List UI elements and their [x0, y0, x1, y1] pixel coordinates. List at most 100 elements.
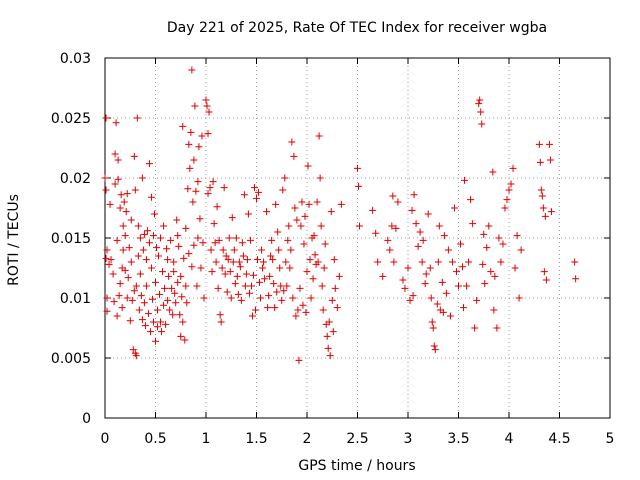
data-point: [186, 164, 194, 172]
data-point: [103, 294, 111, 302]
data-point: [176, 311, 184, 319]
data-point: [183, 299, 191, 307]
data-point: [193, 282, 201, 290]
x-tick-label: 2.5: [346, 431, 368, 447]
data-point: [111, 150, 119, 158]
data-point: [216, 311, 224, 319]
data-point: [164, 256, 172, 264]
data-point: [119, 222, 127, 230]
data-point: [374, 258, 382, 266]
data-point: [130, 287, 138, 295]
data-point: [228, 214, 236, 222]
data-point: [267, 252, 275, 260]
data-point: [250, 184, 258, 192]
data-point: [185, 250, 193, 258]
data-point: [251, 306, 259, 314]
data-point: [122, 208, 130, 216]
data-point: [300, 240, 308, 248]
data-point: [182, 224, 190, 232]
data-point: [200, 294, 208, 302]
data-point: [278, 296, 286, 304]
data-point: [271, 304, 279, 312]
data-point: [157, 234, 165, 242]
data-point: [499, 240, 507, 248]
data-point: [473, 296, 481, 304]
data-point: [150, 210, 158, 218]
data-point: [253, 194, 260, 202]
data-point: [274, 228, 282, 236]
data-point: [230, 246, 238, 254]
data-point: [116, 280, 124, 288]
data-point: [177, 272, 185, 280]
data-point: [538, 192, 546, 200]
data-point: [467, 196, 475, 204]
data-point: [163, 245, 171, 253]
data-point: [412, 220, 420, 228]
data-point: [256, 278, 264, 286]
data-point: [304, 162, 312, 170]
data-point: [136, 234, 144, 242]
y-tick-label: 0: [82, 411, 91, 427]
data-point: [501, 204, 509, 212]
data-point: [517, 246, 525, 254]
data-point: [140, 299, 148, 307]
data-point: [408, 206, 416, 214]
data-point: [102, 114, 110, 122]
data-point: [188, 66, 196, 74]
data-point: [233, 272, 241, 280]
data-point: [215, 236, 223, 244]
data-point: [289, 294, 297, 302]
data-point: [457, 240, 465, 248]
data-point: [146, 328, 154, 336]
data-point: [293, 216, 301, 224]
data-point: [469, 220, 477, 228]
data-point: [306, 256, 314, 264]
data-point: [438, 278, 446, 286]
data-point: [225, 234, 233, 242]
data-point: [142, 256, 150, 264]
data-point: [452, 268, 460, 276]
x-tick-label: 1.5: [245, 431, 267, 447]
data-point: [399, 276, 407, 284]
data-point: [138, 174, 146, 182]
data-point: [481, 280, 489, 288]
data-point: [478, 120, 486, 128]
data-point: [131, 186, 139, 194]
data-point: [170, 268, 178, 276]
data-point: [429, 324, 437, 332]
data-point: [129, 346, 137, 354]
data-point: [210, 220, 218, 228]
data-point: [219, 246, 227, 254]
data-point: [207, 246, 215, 254]
x-tick-label: 4.5: [548, 431, 570, 447]
data-point: [294, 306, 302, 314]
data-point: [127, 258, 135, 266]
data-point: [112, 119, 120, 127]
data-point: [315, 132, 323, 140]
data-point: [168, 284, 176, 292]
y-axis-label: ROTI / TECUs: [6, 194, 22, 286]
data-point: [270, 280, 278, 288]
y-tick-label: 0.005: [51, 351, 91, 367]
axis-ticks: 0 0.5 1 1.5 2 2.5 3 3.5 4 4.5 5 0 0.005 0.01 0.015 0.02…: [51, 51, 615, 447]
data-point: [142, 282, 150, 290]
data-point: [179, 122, 187, 130]
data-point: [416, 228, 424, 236]
data-point: [171, 289, 179, 297]
data-point: [266, 272, 274, 280]
data-point: [103, 246, 111, 254]
data-point: [433, 300, 441, 308]
data-point: [547, 208, 555, 216]
data-point: [276, 264, 284, 272]
data-point: [239, 252, 247, 260]
data-point: [422, 270, 430, 278]
data-point: [369, 206, 377, 214]
data-point: [323, 332, 331, 340]
data-point: [203, 102, 211, 110]
data-point: [284, 236, 292, 244]
data-point: [507, 180, 515, 188]
data-point: [161, 284, 169, 292]
data-point: [401, 284, 409, 292]
data-point: [211, 239, 219, 247]
